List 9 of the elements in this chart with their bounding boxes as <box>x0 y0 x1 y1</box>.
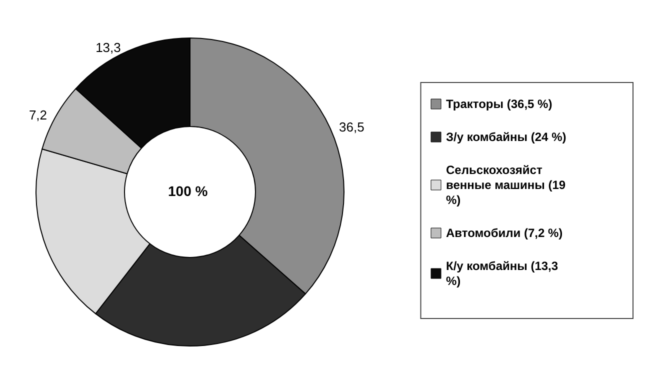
legend-label: Тракторы (36,5 %) <box>446 97 552 111</box>
text: 100 % <box>168 183 208 199</box>
legend-label: З/у комбайны (24 %) <box>446 130 566 144</box>
legend-label: К/у комбайны (13,3 %) <box>446 259 562 288</box>
data-label: 7,2 <box>28 108 48 123</box>
data-label: 13,3 <box>96 40 121 56</box>
legend-label: Автомобили (7,2 %) <box>446 226 563 240</box>
data-label: 36,5 <box>339 119 364 134</box>
legend-label: Сельскохозяйственные машины (19 %) <box>446 163 569 207</box>
